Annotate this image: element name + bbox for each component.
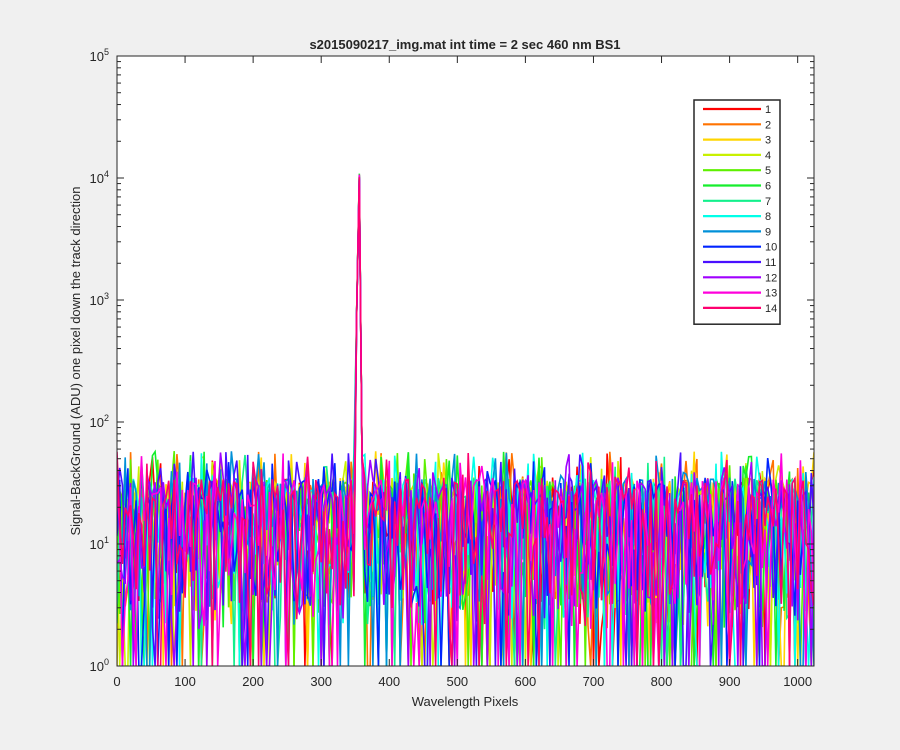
- x-tick-label: 400: [378, 674, 400, 689]
- x-tick-label: 500: [446, 674, 468, 689]
- legend-box: [693, 99, 781, 325]
- legend-label-2: 2: [765, 119, 771, 131]
- legend-label-14: 14: [765, 303, 777, 315]
- legend-label-3: 3: [765, 135, 771, 147]
- y-tick-label: 103: [90, 291, 109, 308]
- x-tick-label: 600: [515, 674, 537, 689]
- series-line-14: [117, 177, 814, 666]
- legend-label-6: 6: [765, 181, 771, 193]
- legend-label-1: 1: [765, 104, 771, 116]
- x-tick-label: 1000: [783, 674, 812, 689]
- legend-label-11: 11: [765, 257, 776, 269]
- legend-label-13: 13: [765, 288, 777, 300]
- chart-title: s2015090217_img.mat int time = 2 sec 460…: [309, 37, 620, 52]
- series-lines: [117, 173, 814, 666]
- axes-box: [116, 55, 815, 667]
- x-tick-label: 100: [174, 674, 196, 689]
- y-tick-label: 101: [90, 535, 109, 552]
- y-tick-label: 100: [90, 657, 109, 674]
- y-tick-label: 102: [90, 413, 109, 430]
- legend-label-10: 10: [765, 242, 777, 254]
- legend-label-5: 5: [765, 165, 771, 177]
- legend-label-12: 12: [765, 272, 777, 284]
- legend-label-4: 4: [765, 150, 771, 162]
- x-axis-label: Wavelength Pixels: [412, 694, 519, 709]
- x-tick-label: 300: [310, 674, 332, 689]
- legend-label-8: 8: [765, 211, 771, 223]
- x-tick-label: 900: [719, 674, 741, 689]
- x-axis: 0 100 200 300 400 500 600 700 800 900 1000: [113, 56, 812, 689]
- x-tick-label: 700: [583, 674, 605, 689]
- series-line-13: [117, 174, 814, 666]
- x-tick-label: 800: [651, 674, 673, 689]
- legend-label-9: 9: [765, 226, 771, 238]
- y-axis-label: Signal-BackGround (ADU) one pixel down t…: [68, 186, 83, 535]
- legend-label-7: 7: [765, 196, 771, 208]
- y-tick-label: 104: [90, 169, 109, 186]
- x-tick-label: 200: [242, 674, 264, 689]
- x-tick-label: 0: [113, 674, 120, 689]
- y-tick-label: 105: [90, 47, 109, 64]
